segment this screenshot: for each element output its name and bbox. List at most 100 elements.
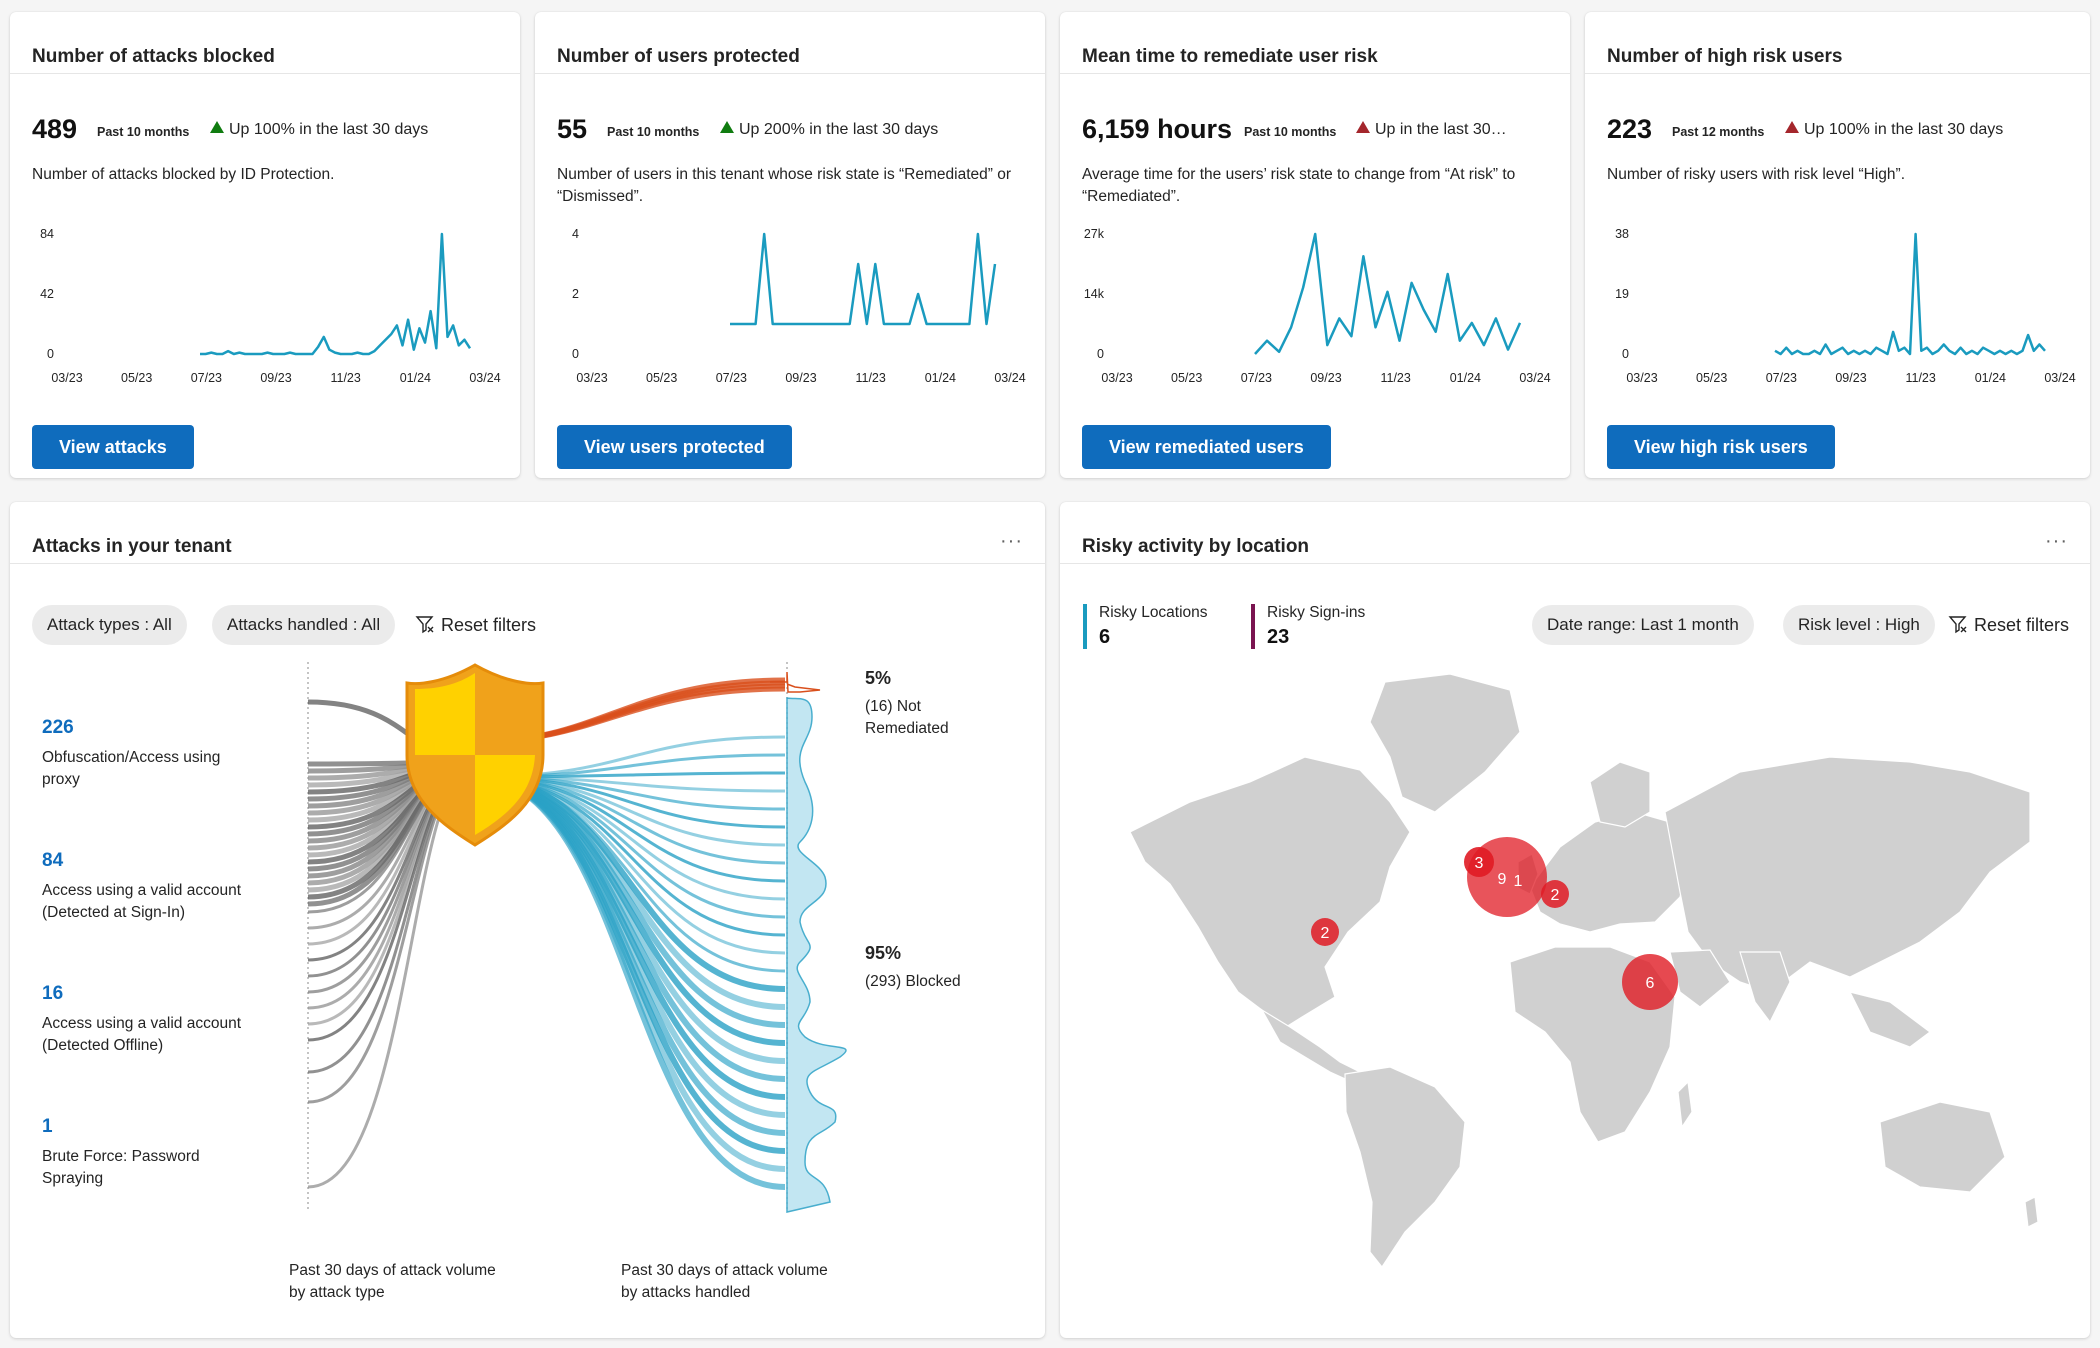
card-header: [1585, 12, 2090, 74]
metric-label-line: proxy: [42, 771, 80, 788]
attack-flow-diagram: [307, 662, 847, 1213]
view-high-risk-users-button[interactable]: View high risk users: [1607, 425, 1835, 469]
map-marker-count: 9: [1498, 871, 1507, 888]
caption-line: Past 30 days of attack volume: [621, 1262, 828, 1279]
kpi-value: 6,159 hours: [1082, 114, 1233, 144]
attack-types-filter[interactable]: Attack types : All: [32, 605, 187, 645]
sparkline-series: [1774, 232, 2046, 356]
kpi-trend: Up in the last 30…: [1356, 121, 1507, 139]
shield-icon: [405, 663, 545, 847]
not-remediated-percent: 5%: [865, 668, 892, 688]
y-tick-label: 0: [1097, 347, 1104, 361]
metric-label: Access using a valid account (Detected at…: [42, 880, 241, 924]
kpi-description: Number of attacks blocked by ID Protecti…: [32, 166, 335, 183]
europe-land: [1529, 811, 1691, 933]
map-marker-count: 3: [1475, 855, 1484, 872]
card-header: [1060, 502, 2090, 564]
trend-up-icon: [720, 121, 734, 133]
southeast-asia-land: [1848, 991, 1931, 1048]
card-header: [535, 12, 1045, 74]
blocked-percent: 95%: [865, 943, 902, 963]
attacks-in-tenant-card: Attacks in your tenant ··· Attack types …: [10, 502, 1045, 1338]
x-tick-label: 05/23: [121, 371, 152, 385]
trend-up-icon: [1356, 121, 1370, 133]
more-options-icon[interactable]: ···: [2045, 530, 2068, 552]
view-users-protected-button[interactable]: View users protected: [557, 425, 792, 469]
label-line: Remediated: [865, 720, 949, 737]
y-tick-label: 27k: [1084, 227, 1105, 241]
x-tick-label: 05/23: [646, 371, 677, 385]
reset-filters-label: Reset filters: [441, 615, 537, 635]
card-title: Risky activity by location: [1082, 536, 1310, 557]
legend-value: 6: [1099, 626, 1111, 648]
map-marker-bubble[interactable]: [1311, 918, 1339, 946]
y-tick-label: 84: [40, 227, 54, 241]
more-options-icon[interactable]: ···: [1000, 530, 1023, 552]
risk-level-filter[interactable]: Risk level : High: [1783, 605, 1935, 645]
reset-filters-button[interactable]: Reset filters: [1948, 614, 2069, 636]
y-tick-label: 19: [1615, 287, 1629, 301]
not-remediated-label: (16) Not Remediated: [865, 696, 949, 740]
legend-value: 23: [1267, 626, 1290, 648]
trend-text: Up 200% in the last 30 days: [739, 121, 939, 138]
card-title: Attacks in your tenant: [32, 536, 232, 557]
map-marker-bubble[interactable]: [1541, 880, 1569, 908]
view-attacks-button[interactable]: View attacks: [32, 425, 194, 469]
date-range-filter[interactable]: Date range: Last 1 month: [1532, 605, 1754, 645]
map-marker-bubble[interactable]: [1622, 954, 1678, 1010]
view-remediated-users-button[interactable]: View remediated users: [1082, 425, 1331, 469]
x-tick-label: 11/23: [1380, 371, 1410, 385]
metric-label: Brute Force: Password Spraying: [42, 1146, 200, 1190]
x-tick-label: 03/24: [994, 371, 1025, 385]
kpi-sparkline: 38 19 0 03/23 05/23 07/23 09/23 11/23 01/24 03/24: [1615, 227, 2076, 385]
metric-label-line: Access using a valid account: [42, 1015, 242, 1032]
x-tick-label: 11/23: [1905, 371, 1935, 385]
blocked-label: (293) Blocked: [865, 973, 961, 990]
metric-label-line: Spraying: [42, 1170, 104, 1187]
kpi-period: Past 12 months: [1672, 125, 1765, 139]
metric-value: 1: [42, 1116, 53, 1137]
trend-up-icon: [1785, 121, 1799, 133]
not-remediated-volume-line: [770, 671, 821, 693]
reset-filters-button[interactable]: Reset filters: [415, 614, 536, 636]
card-title: Number of attacks blocked: [32, 46, 275, 67]
kpi-period: Past 10 months: [607, 125, 700, 139]
filter-reset-icon: [1948, 616, 1967, 634]
trend-text: Up in the last 30…: [1375, 121, 1507, 138]
map-marker-count: 2: [1321, 925, 1330, 942]
legend-label: Risky Sign-ins: [1267, 604, 1366, 621]
new-zealand-land: [2024, 1196, 2039, 1228]
map-marker-count: 1: [1514, 873, 1523, 890]
attacks-handled-filter[interactable]: Attacks handled : All: [212, 605, 396, 645]
x-tick-label: 03/24: [1519, 371, 1550, 385]
metric-value: 16: [42, 983, 64, 1004]
y-tick-label: 42: [40, 287, 54, 301]
kpi-period: Past 10 months: [97, 125, 190, 139]
sparkline-series: [730, 232, 997, 326]
kpi-value: 223: [1607, 114, 1653, 144]
x-tick-label: 09/23: [1310, 371, 1341, 385]
kpi-card-attacks-blocked: Number of attacks blocked 489 Past 10 mo…: [10, 12, 520, 478]
australia-land: [1879, 1101, 2006, 1193]
filter-reset-icon: [415, 616, 434, 634]
y-tick-label: 2: [572, 287, 579, 301]
map-marker-count: 6: [1646, 975, 1655, 992]
metric-label-line: (Detected Offline): [42, 1037, 164, 1054]
kpi-description: Number of users in this tenant whose ris…: [557, 166, 1011, 205]
map-marker-bubble[interactable]: [1464, 847, 1494, 877]
x-tick-label: 03/24: [2044, 371, 2075, 385]
x-tick-label: 11/23: [855, 371, 885, 385]
x-tick-label: 01/24: [1975, 371, 2006, 385]
south-america-land: [1344, 1066, 1466, 1269]
legend-risky-signins: Risky Sign-ins 23: [1251, 604, 1365, 649]
sparkline-series: [1254, 232, 1522, 355]
x-tick-label: 05/23: [1696, 371, 1727, 385]
world-map: 2 3 9 1 2 6: [1129, 673, 2039, 1269]
kpi-trend: Up 100% in the last 30 days: [210, 121, 428, 139]
shield-quadrant: [475, 755, 535, 835]
metric-label-line: Obfuscation/Access using: [42, 749, 221, 766]
blocked-flow: [474, 774, 786, 1172]
card-title: Mean time to remediate user risk: [1082, 46, 1378, 67]
x-tick-label: 09/23: [1835, 371, 1866, 385]
x-tick-label: 09/23: [260, 371, 291, 385]
